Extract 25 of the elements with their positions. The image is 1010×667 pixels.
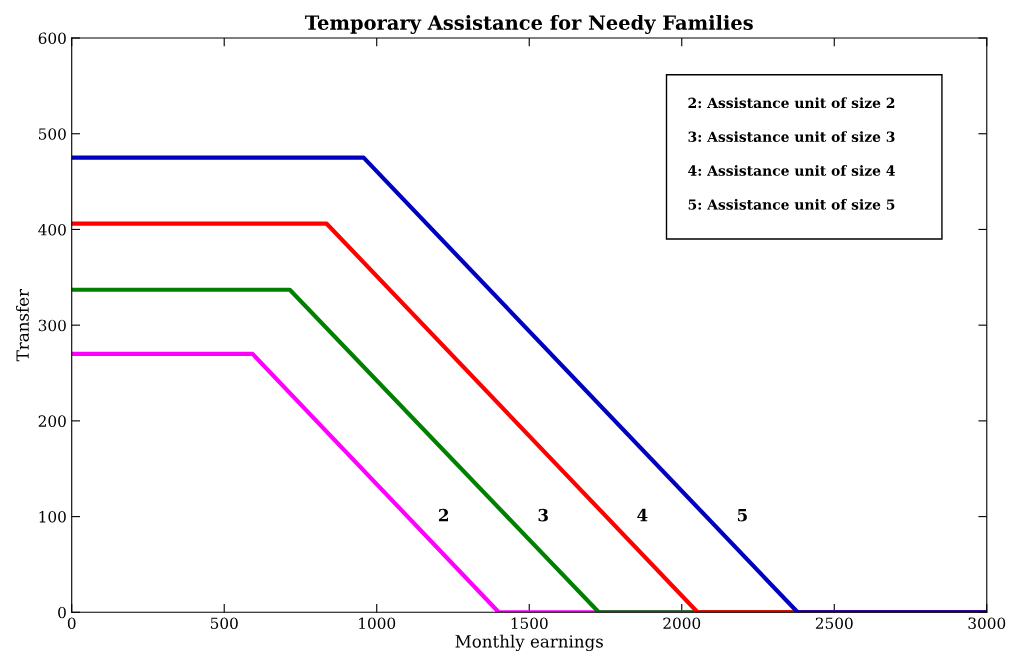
chart-title: Temporary Assistance for Needy Families: [305, 14, 753, 35]
series-label: 4: [637, 508, 648, 522]
x-tick-label: 500: [210, 617, 238, 629]
y-tick-label: 500: [38, 128, 66, 140]
y-tick-label: 600: [38, 32, 66, 45]
series-label: 5: [737, 509, 747, 522]
annotation: 2: Assistance unit of size 2: [688, 97, 895, 109]
y-tick-label: 400: [38, 223, 66, 236]
x-tick-label: 2500: [815, 617, 853, 629]
y-tick-label: 300: [38, 319, 66, 332]
x-tick-label: 2000: [663, 617, 701, 629]
y-tick-label: 0: [58, 606, 66, 619]
x-axis-title: Monthly earnings: [455, 634, 603, 652]
annotation: 3: Assistance unit of size 3: [688, 131, 895, 142]
x-tick-label: 1000: [359, 617, 396, 629]
annotation: 4: Assistance unit of size 4: [688, 165, 895, 176]
x-tick-label: 0: [67, 617, 76, 629]
annotation: 5: Assistance unit of size 5: [688, 198, 895, 210]
x-tick-label: 3000: [968, 617, 1006, 629]
x-tick-label: 1500: [511, 617, 548, 629]
series-label: 3: [538, 508, 548, 522]
y-tick-label: 200: [38, 415, 66, 427]
y-tick-label: 100: [39, 511, 66, 523]
series-label: 2: [439, 508, 448, 522]
y-axis-title: Transfer: [16, 289, 29, 362]
